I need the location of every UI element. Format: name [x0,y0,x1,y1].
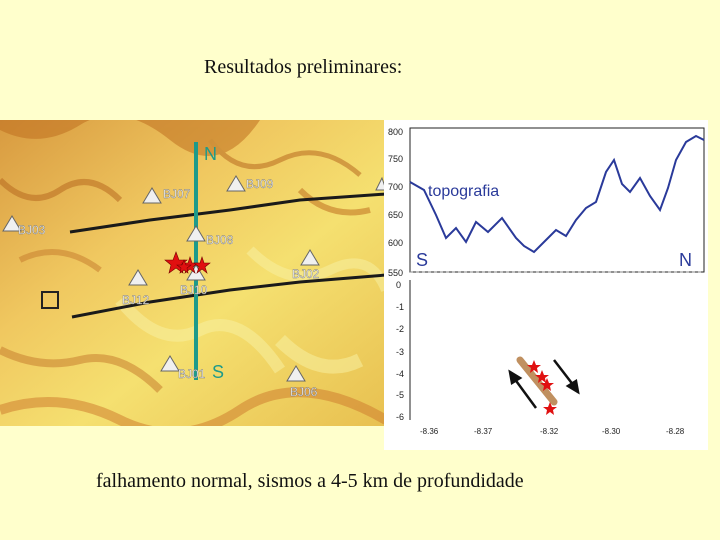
depth-y-tick: -6 [396,412,404,422]
station-bj01-marker [160,355,180,372]
slide-title: Resultados preliminares: [204,56,403,78]
fault-plane-band [516,356,558,406]
profile-south-label: S [212,362,224,382]
hanging-wall-arrow [512,377,538,409]
x-tick: -8.30 [602,427,621,436]
profile-north-label: N [204,144,217,164]
slip-arrows [508,359,580,409]
fault-line-south [71,273,386,319]
topo-y-tick: 600 [388,238,403,248]
topography-label: topografia [428,183,499,200]
station-bj09-marker [226,175,246,192]
station-label: BJ01 [178,367,206,381]
topo-y-tick: 650 [388,210,403,220]
station-bj08-marker [186,225,206,242]
depth-y-tick: -1 [396,302,404,312]
profile-north-label: N [679,250,692,270]
station-bj06-marker [286,365,306,382]
x-tick: -8.28 [666,427,685,436]
hanging-wall-arrowhead [508,369,523,386]
depth-y-tick: -2 [396,324,404,334]
footwall-arrow [553,359,575,387]
profile-south-label: S [416,250,428,270]
locality-square [41,291,59,309]
depth-y-tick: -3 [396,347,404,357]
station-bj12-marker [128,269,148,286]
hypocenter-star [543,402,557,415]
station-label: BJ07 [163,187,191,201]
topo-y-tick: 750 [388,154,403,164]
station-markers [2,175,386,382]
x-tick: -8.36 [420,427,439,436]
epicenter-star [193,256,211,274]
footwall-arrowhead [565,378,580,395]
depth-y-tick: -5 [396,390,404,400]
station-bj07-marker [142,187,162,204]
cross-section-profile: 800 750 700 650 600 550 topografia S N 0… [384,120,708,450]
hypocenter-star [527,360,541,373]
station-label: BJ03 [18,223,46,237]
station-bj03-marker [2,215,22,232]
station-label: BJ12 [122,293,150,307]
hypocenter-stars [527,360,557,415]
station-bj02-marker [300,249,320,266]
station-label: BJ10 [180,283,208,297]
station-label: BJ02 [292,267,320,281]
station-label: BJ09 [246,177,274,191]
station-label: BJ08 [206,233,234,247]
depth-y-tick: -4 [396,369,404,379]
epicenter-star [176,259,192,274]
depth-y-tick: 0 [396,280,401,290]
topo-y-tick: 800 [388,127,403,137]
topography-curve [409,134,705,254]
epicenter-stars [164,251,211,274]
topo-y-tick: 550 [388,268,403,278]
hypocenter-star [535,370,549,383]
station-label: BJ06 [290,385,318,399]
slide-caption: falhamento normal, sismos a 4-5 km de pr… [96,470,524,492]
x-tick: -8.37 [474,427,493,436]
hypocenter-star [540,378,554,391]
x-tick: -8.32 [540,427,559,436]
topo-y-tick: 700 [388,182,403,192]
topographic-map: N S BJ07 BJ09 BJ03 BJ08 BJ02 BJ12 BJ10 B… [0,120,386,426]
station-bj10-marker [186,264,206,281]
fault-line-north [69,192,386,234]
